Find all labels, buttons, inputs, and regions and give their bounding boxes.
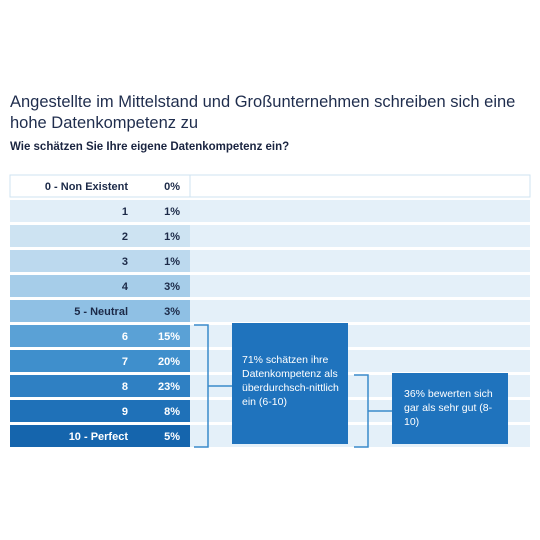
row-category-label: 8 xyxy=(122,381,128,393)
row-label-cell xyxy=(9,174,191,198)
row-value-label: 1% xyxy=(164,231,180,243)
row-label-cell xyxy=(10,300,190,322)
annotation-box-above-average xyxy=(232,323,348,444)
row-track xyxy=(189,174,531,198)
chart-subtitle: Wie schätzen Sie Ihre eigene Datenkompet… xyxy=(10,141,290,153)
row-label-cell xyxy=(10,425,190,447)
row-category-label: 5 - Neutral xyxy=(74,306,128,318)
row-category-label: 2 xyxy=(122,231,128,243)
row-category-label: 1 xyxy=(122,206,128,218)
row-value-label: 3% xyxy=(164,306,180,318)
row-value-label: 20% xyxy=(158,356,180,368)
row-track xyxy=(190,225,530,247)
row-label-cell xyxy=(10,250,190,272)
row-category-label: 4 xyxy=(122,281,129,293)
row-label-cell xyxy=(10,350,190,372)
row-value-label: 0% xyxy=(164,181,180,193)
row-value-label: 15% xyxy=(158,331,180,343)
row-label-cell xyxy=(10,200,190,222)
row-value-label: 23% xyxy=(158,381,180,393)
row-category-label: 0 - Non Existent xyxy=(45,181,128,193)
row-category-label: 6 xyxy=(122,331,128,343)
annotation-very-good: 36% bewerten sich gar als sehr gut (8-10… xyxy=(404,388,493,428)
chart-title: Angestellte im Mittelstand und Großunter… xyxy=(10,93,516,132)
annotation-box-very-good xyxy=(392,373,508,444)
row-track xyxy=(190,250,530,272)
row-category-label: 9 xyxy=(122,406,128,418)
row-label-cell xyxy=(10,400,190,422)
row-track xyxy=(190,300,530,322)
row-label-cell xyxy=(10,325,190,347)
row-track xyxy=(190,275,530,297)
row-value-label: 1% xyxy=(164,206,180,218)
row-category-label: 10 - Perfect xyxy=(69,431,129,443)
row-value-label: 3% xyxy=(164,281,180,293)
row-category-label: 3 xyxy=(122,256,128,268)
row-label-cell xyxy=(10,225,190,247)
annotation-above-average: 71% schätzen ihre Datenkompetenz als übe… xyxy=(242,354,339,408)
row-category-label: 7 xyxy=(122,356,128,368)
row-value-label: 5% xyxy=(164,431,180,443)
row-track xyxy=(190,200,530,222)
row-value-label: 8% xyxy=(164,406,180,418)
row-label-cell xyxy=(10,275,190,297)
row-label-cell xyxy=(10,375,190,397)
row-value-label: 1% xyxy=(164,256,180,268)
